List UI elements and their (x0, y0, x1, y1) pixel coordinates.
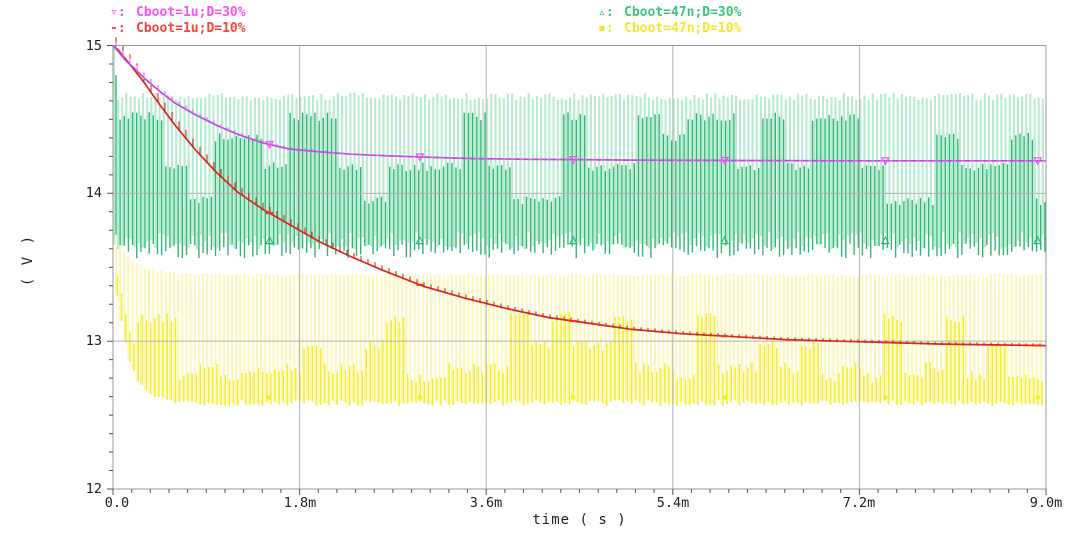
y-tick-label: 15 (85, 38, 102, 54)
square-marker-icon: ▪: (598, 21, 614, 36)
x-tick-label: 5.4m (656, 495, 690, 511)
series-bands (112, 45, 1046, 407)
x-tick-label: 0.0 (104, 495, 130, 511)
y-tick-label: 14 (85, 185, 102, 201)
gridlines (113, 45, 1046, 489)
legend-item[interactable]: ▪: Cboot=47n;D=10% (598, 21, 741, 37)
legend-label: Cboot=47n;D=30% (624, 5, 742, 20)
legend-label: Cboot=1u;D=10% (136, 21, 246, 36)
axes-frame (107, 45, 1047, 495)
legend-label: Cboot=47n;D=10% (624, 21, 742, 36)
y-tick-label: 12 (85, 481, 102, 497)
legend-item[interactable]: -: Cboot=1u;D=10% (110, 21, 246, 37)
legend-item[interactable]: ▵: Cboot=47n;D=30% (598, 5, 741, 21)
legend-left: ▿: Cboot=1u;D=30% -: Cboot=1u;D=10% (110, 5, 246, 37)
triangle-down-marker-icon: ▿: (110, 5, 126, 20)
x-tick-label: 3.6m (469, 495, 503, 511)
series-markers (265, 140, 1043, 400)
x-axis-label: time ( s ) (532, 512, 627, 528)
x-tick-label: 1.8m (283, 495, 317, 511)
legend-label: Cboot=1u;D=30% (136, 5, 246, 20)
legend-right: ▵: Cboot=47n;D=30% ▪: Cboot=47n;D=10% (598, 5, 741, 37)
x-tick-label: 9.0m (1029, 495, 1063, 511)
x-tick-label: 7.2m (842, 495, 876, 511)
y-axis-label: ( V ) (20, 233, 36, 287)
y-tick-label: 13 (85, 333, 102, 349)
dash-marker-icon: -: (110, 21, 126, 36)
legend-item[interactable]: ▿: Cboot=1u;D=30% (110, 5, 246, 21)
triangle-up-marker-icon: ▵: (598, 5, 614, 20)
